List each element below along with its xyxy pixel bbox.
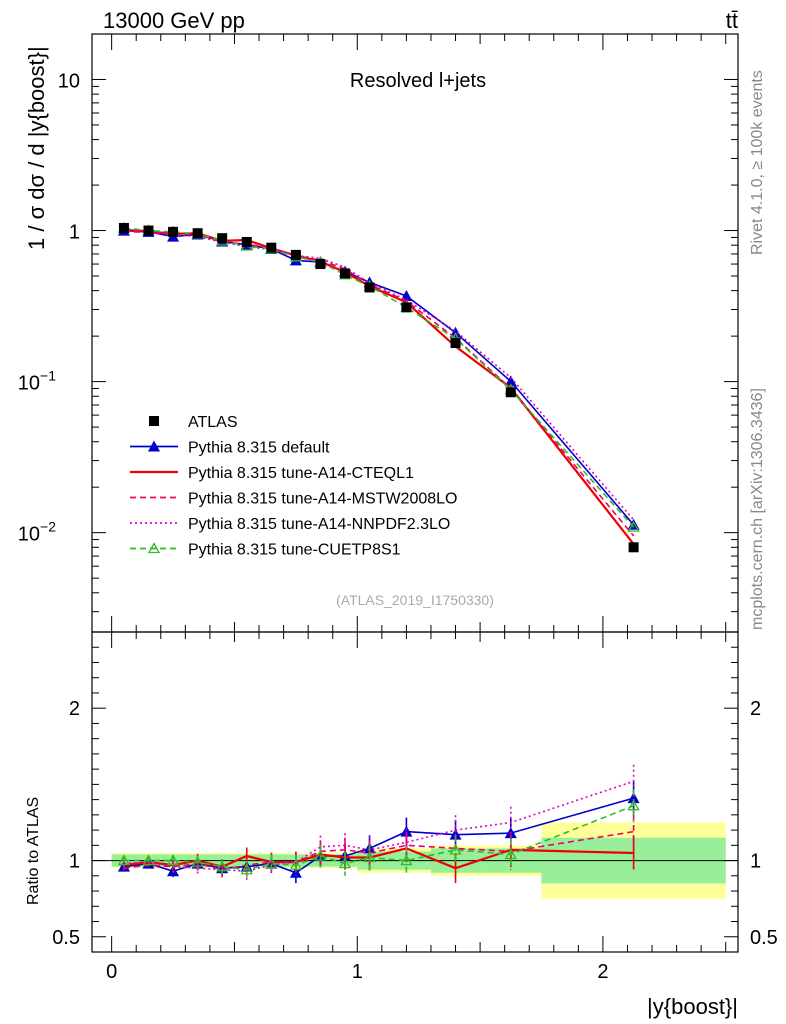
atlas-data-point xyxy=(217,233,228,244)
main-ytick-label: 10 xyxy=(58,70,80,92)
plot-title: Resolved l+jets xyxy=(350,70,486,92)
ratio-ytick-label-right: 0.5 xyxy=(750,927,778,949)
atlas-data-point xyxy=(168,226,179,237)
legend-marker xyxy=(149,416,159,426)
main-ylabel-text: 1 / σ dσ / d |y{boost}| xyxy=(24,46,49,250)
energy-label: 13000 GeV pp xyxy=(103,8,245,33)
series-0-ratio-point xyxy=(400,825,413,837)
legend-marker xyxy=(147,542,161,554)
main-ytick-exp: −2 xyxy=(40,519,56,535)
atlas-data-point xyxy=(118,222,129,233)
main-ytick-label: 10−2 xyxy=(18,519,56,546)
main-ytick-label: 10−1 xyxy=(18,368,56,395)
main-ytick-base: 10 xyxy=(58,70,80,92)
legend-label: Pythia 8.315 default xyxy=(188,440,330,457)
legend-label: Pythia 8.315 tune-A14-NNPDF2.3LO xyxy=(188,516,450,533)
atlas-data-point xyxy=(401,302,412,313)
atlas-data-point xyxy=(266,242,277,253)
xtick-label: 1 xyxy=(352,961,363,983)
atlas-data-point xyxy=(241,236,252,247)
ratio-ytick-label-right: 1 xyxy=(750,851,761,873)
ratio-ytick-label-left: 2 xyxy=(69,698,80,720)
series-0-main-point xyxy=(504,375,517,387)
series-4-ratio-point xyxy=(363,851,376,863)
mcplots-label: mcplots.cern.ch [arXiv:1306.3436] xyxy=(749,388,766,630)
atlas-data-point xyxy=(364,282,375,293)
main-ytick-base: 1 xyxy=(69,222,80,244)
atlas-data-point xyxy=(505,387,516,398)
legend-label: ATLAS xyxy=(188,414,238,431)
legend-entry: Pythia 8.315 tune-CUETP8S1 xyxy=(130,542,401,559)
legend-entry: Pythia 8.315 tune-A14-MSTW2008LO xyxy=(130,491,457,508)
legend-entry: Pythia 8.315 tune-A14-CTEQL1 xyxy=(130,465,414,482)
series-4-ratio-point xyxy=(216,860,229,872)
series-4-ratio-point xyxy=(240,863,253,875)
legend-entry: Pythia 8.315 tune-A14-NNPDF2.3LO xyxy=(130,516,450,533)
ratio-frame xyxy=(91,631,739,953)
atlas-data-point xyxy=(339,268,350,279)
main-ylabel: 1 / σ dσ / d |y{boost}| xyxy=(24,46,49,250)
ratio-ytick-label-left: 0.5 xyxy=(52,927,80,949)
analysis-id: (ATLAS_2019_I1750330) xyxy=(336,592,494,608)
series-4-ratio-point xyxy=(400,854,413,866)
legend-marker xyxy=(148,440,160,452)
xtick-label: 2 xyxy=(597,961,608,983)
legend-entry: ATLAS xyxy=(149,414,238,431)
main-ytick-label: 1 xyxy=(69,222,80,244)
atlas-data-point xyxy=(315,259,326,270)
series-4-ratio-point xyxy=(289,858,302,870)
series-4-ratio-point xyxy=(191,855,204,867)
series-4-ratio-point xyxy=(117,854,131,866)
series-0-ratio-point xyxy=(627,792,640,804)
atlas-data-point xyxy=(143,225,154,236)
atlas-data-point xyxy=(290,249,301,260)
series-4-main-point xyxy=(627,520,640,532)
ratio-ytick-label-right: 2 xyxy=(750,698,761,720)
series-4-ratio-point xyxy=(504,848,517,860)
rivet-label: Rivet 4.1.0, ≥ 100k events xyxy=(749,70,766,255)
main-ytick-exp: −1 xyxy=(40,368,56,384)
xlabel: |y{boost}| xyxy=(647,994,738,1019)
series-4-ratio-point xyxy=(142,854,155,866)
series-4-ratio-point xyxy=(627,799,640,811)
legend: ATLAS Pythia 8.315 default Pythia 8.315 tu… xyxy=(130,414,457,559)
ratio-ytick-label-left: 1 xyxy=(69,851,80,873)
series-4-ratio-point xyxy=(314,849,327,861)
legend-label: Pythia 8.315 tune-A14-CTEQL1 xyxy=(188,465,414,482)
main-ytick-base: 10 xyxy=(18,524,40,546)
ratio-ylabel: Ratio to ATLAS xyxy=(25,797,42,905)
series-layer xyxy=(117,221,640,884)
main-ytick-base: 10 xyxy=(18,373,40,395)
atlas-data-point xyxy=(192,228,203,239)
process-label: tt̄ xyxy=(726,8,738,33)
atlas-data-point xyxy=(628,542,639,553)
legend-label: Pythia 8.315 tune-A14-MSTW2008LO xyxy=(188,491,457,508)
series-4-ratio-point xyxy=(449,843,462,855)
legend-label: Pythia 8.315 tune-CUETP8S1 xyxy=(188,542,401,559)
series-4-ratio-point xyxy=(265,857,278,869)
series-4-ratio-point xyxy=(166,854,180,866)
legend-entry: Pythia 8.315 default xyxy=(130,440,330,457)
series-4-ratio-point xyxy=(338,857,352,869)
atlas-data-point xyxy=(450,338,461,349)
xtick-label: 0 xyxy=(106,961,117,983)
